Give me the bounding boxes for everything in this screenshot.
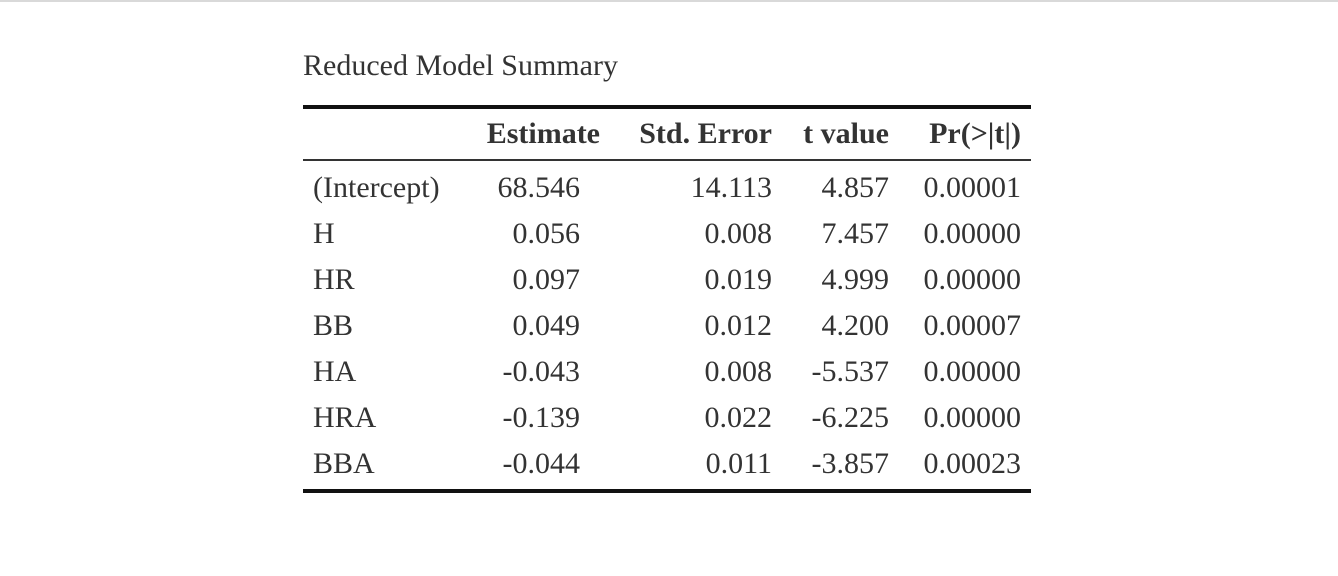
header-term [303, 107, 468, 161]
cell-p-value: 0.00000 [923, 401, 1022, 434]
header-std-error: Std. Error [610, 107, 782, 161]
cell-std-error: 14.113 [690, 171, 772, 204]
cell-term: HRA [313, 401, 377, 434]
table-row: BBA -0.044 0.011 -3.857 0.00023 [303, 441, 1031, 491]
cell-t-value: -3.857 [811, 447, 890, 480]
cell-t-value: 4.200 [821, 309, 890, 342]
header-t-value: t value [782, 107, 899, 161]
cell-p-value: 0.00000 [923, 217, 1022, 250]
cell-estimate: -0.043 [502, 355, 581, 388]
cell-term: BBA [313, 447, 375, 480]
model-summary-table: Estimate Std. Error t value Pr(>|t|) (In… [303, 105, 1031, 493]
cell-std-error: 0.022 [704, 401, 773, 434]
table-caption: Reduced Model Summary [303, 49, 618, 82]
cell-term: HR [313, 263, 355, 296]
cell-p-value: 0.00023 [923, 447, 1022, 480]
header-row: Estimate Std. Error t value Pr(>|t|) [303, 107, 1031, 161]
cell-t-value: 4.999 [821, 263, 890, 296]
cell-p-value: 0.00000 [923, 355, 1022, 388]
header-estimate: Estimate [468, 107, 610, 161]
cell-term: H [313, 217, 335, 250]
cell-p-value: 0.00007 [923, 309, 1022, 342]
cell-t-value: -6.225 [811, 401, 890, 434]
table-row: (Intercept) 68.546 14.113 4.857 0.00001 [303, 160, 1031, 211]
table-body: (Intercept) 68.546 14.113 4.857 0.00001 H 0.05… [303, 160, 1031, 491]
cell-estimate: 0.049 [512, 309, 581, 342]
cell-estimate: -0.139 [502, 401, 581, 434]
cell-estimate: 0.056 [512, 217, 581, 250]
cell-term: BB [313, 309, 354, 342]
cell-p-value: 0.00000 [923, 263, 1022, 296]
cell-std-error: 0.011 [705, 447, 772, 480]
cell-term: (Intercept) [313, 171, 440, 204]
header-p-value: Pr(>|t|) [899, 107, 1031, 161]
cell-term: HA [313, 355, 357, 388]
table-header: Estimate Std. Error t value Pr(>|t|) [303, 107, 1031, 161]
cell-t-value: 4.857 [821, 171, 890, 204]
table-row: H 0.056 0.008 7.457 0.00000 [303, 211, 1031, 257]
table-row: BB 0.049 0.012 4.200 0.00007 [303, 303, 1031, 349]
cell-std-error: 0.019 [704, 263, 773, 296]
table-row: HRA -0.139 0.022 -6.225 0.00000 [303, 395, 1031, 441]
table-row: HA -0.043 0.008 -5.537 0.00000 [303, 349, 1031, 395]
cell-t-value: 7.457 [821, 217, 890, 250]
cell-estimate: 68.546 [497, 171, 581, 204]
cell-std-error: 0.008 [704, 355, 773, 388]
cell-estimate: 0.097 [512, 263, 581, 296]
cell-t-value: -5.537 [811, 355, 890, 388]
cell-estimate: -0.044 [502, 447, 581, 480]
cell-std-error: 0.012 [704, 309, 773, 342]
table-row: HR 0.097 0.019 4.999 0.00000 [303, 257, 1031, 303]
top-border [0, 0, 1338, 2]
cell-std-error: 0.008 [704, 217, 773, 250]
cell-p-value: 0.00001 [923, 171, 1022, 204]
